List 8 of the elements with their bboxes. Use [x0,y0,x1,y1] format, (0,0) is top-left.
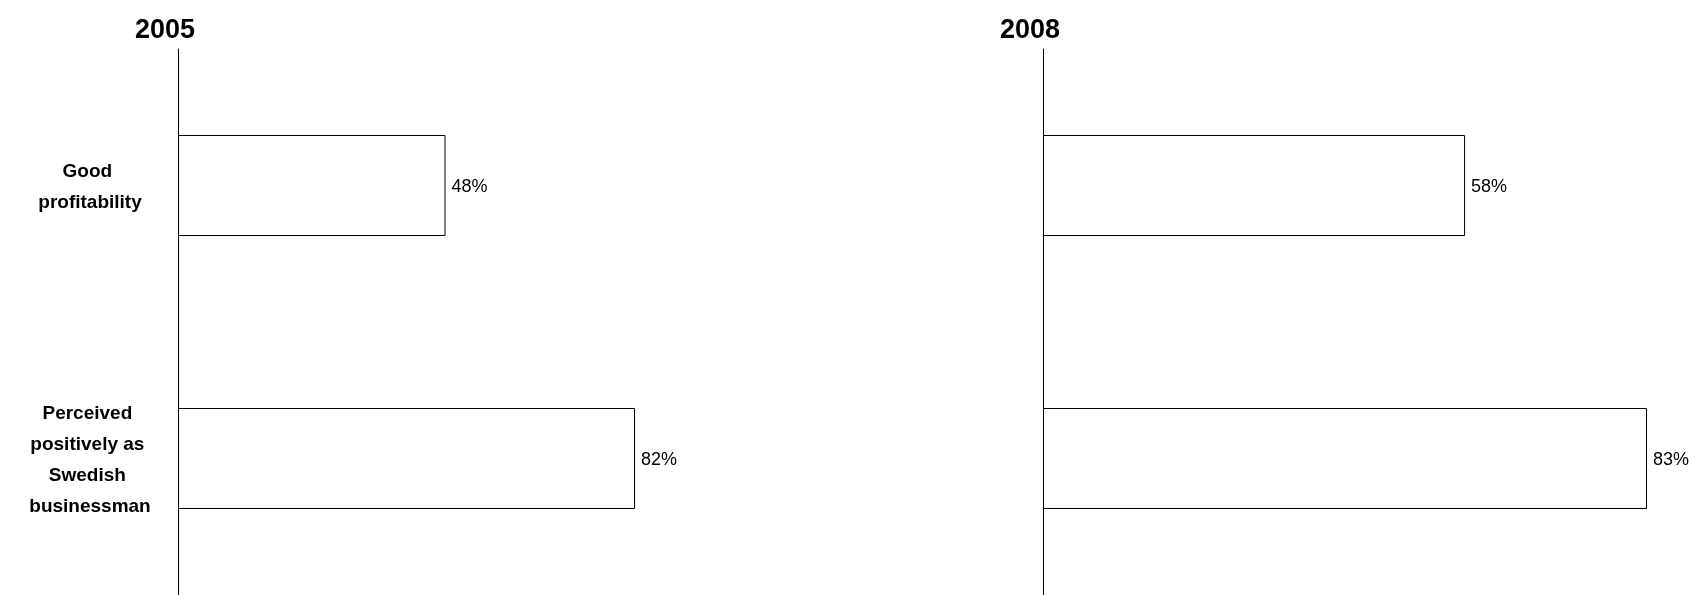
data-label: 58% [1471,175,1508,196]
data-label: 83% [1653,448,1690,469]
chart-title: 2008 [1000,13,1061,44]
data-label: 48% [451,175,488,196]
y-tick-label: Perceived positively as Swedish businessman [29,401,151,516]
data-label: 82% [641,448,678,469]
y-tick-label: Good profitability [38,159,143,212]
chart-title: 2005 [135,13,196,44]
